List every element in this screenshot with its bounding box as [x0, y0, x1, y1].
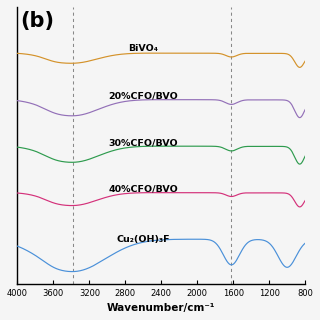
- Text: 40%CFO/BVO: 40%CFO/BVO: [108, 185, 178, 194]
- Text: (b): (b): [20, 11, 54, 31]
- X-axis label: Wavenumber/cm⁻¹: Wavenumber/cm⁻¹: [107, 303, 215, 313]
- Text: BiVO₄: BiVO₄: [128, 44, 158, 52]
- Text: 30%CFO/BVO: 30%CFO/BVO: [108, 138, 178, 148]
- Text: 20%CFO/BVO: 20%CFO/BVO: [108, 92, 178, 101]
- Text: Cu₂(OH)₃F: Cu₂(OH)₃F: [116, 235, 170, 244]
